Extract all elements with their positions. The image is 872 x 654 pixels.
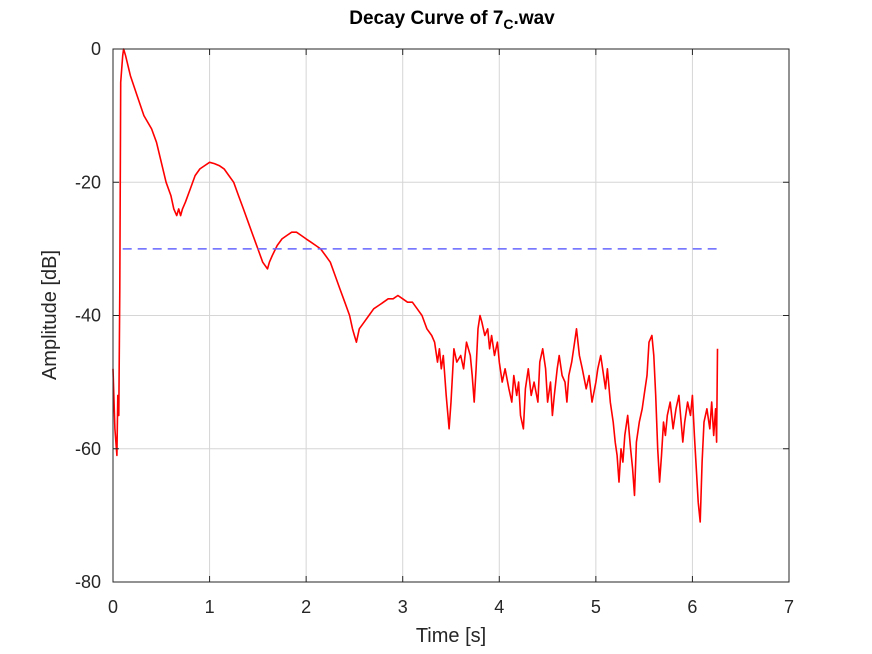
x-tick-label: 4 bbox=[494, 597, 504, 617]
chart-title-main: Decay Curve of 7 bbox=[349, 8, 503, 29]
chart-title-subscript: C bbox=[503, 16, 513, 32]
y-tick-label: -60 bbox=[75, 439, 101, 459]
tick-marks bbox=[112, 48, 790, 583]
y-axis-label: Amplitude [dB] bbox=[39, 250, 61, 380]
x-tick-label: 7 bbox=[784, 597, 794, 617]
grid bbox=[112, 48, 790, 583]
x-tick-label: 0 bbox=[108, 597, 118, 617]
y-tick-label: -20 bbox=[75, 172, 101, 192]
decay-curve-line bbox=[112, 48, 719, 523]
chart-title: Decay Curve of 7C.wav bbox=[349, 8, 555, 32]
x-tick-label: 6 bbox=[687, 597, 697, 617]
y-tick-labels: 0 -20 -40 -60 -80 bbox=[75, 39, 101, 592]
x-tick-label: 5 bbox=[591, 597, 601, 617]
y-tick-label: -80 bbox=[75, 572, 101, 592]
plot-series bbox=[112, 48, 719, 523]
y-tick-label: 0 bbox=[91, 39, 101, 59]
x-tick-label: 3 bbox=[398, 597, 408, 617]
x-tick-labels: 0 1 2 3 4 5 6 7 bbox=[108, 597, 794, 617]
chart-title-suffix: .wav bbox=[514, 8, 556, 29]
y-tick-label: -40 bbox=[75, 306, 101, 326]
x-axis-label: Time [s] bbox=[416, 625, 486, 647]
x-tick-label: 1 bbox=[205, 597, 215, 617]
x-tick-label: 2 bbox=[301, 597, 311, 617]
